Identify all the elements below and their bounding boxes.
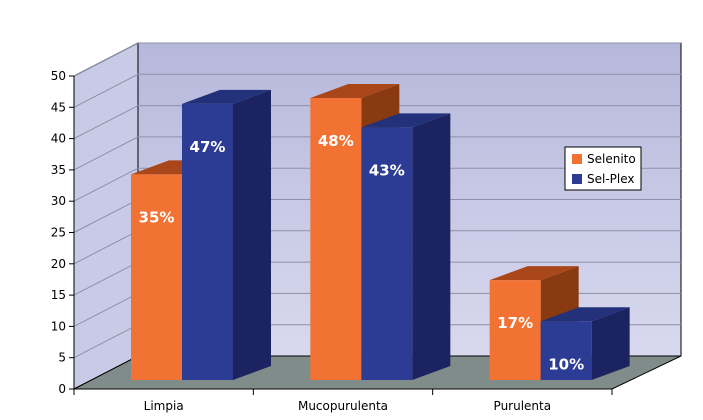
gridline: [73, 105, 681, 140]
bar-sel-plex-purulenta: [540, 307, 630, 380]
bar-side: [233, 89, 271, 380]
bar-top: [310, 84, 400, 98]
legend-label-selenito: Selenito: [587, 152, 636, 166]
legend-swatch-sel-plex: [572, 174, 582, 184]
y-tick-label: 10: [51, 319, 66, 333]
gridline: [73, 136, 681, 171]
x-category-label: Purulenta: [494, 399, 552, 413]
data-labels: 35% 47% 48% 43% 17% 10%: [139, 132, 585, 373]
y-tick-label: 5: [58, 351, 66, 365]
data-label: 10%: [548, 355, 584, 373]
y-tick-label: 45: [51, 100, 66, 114]
y-tick-label: 35: [51, 163, 66, 177]
data-label: 48%: [318, 132, 354, 150]
y-tick-label: 40: [51, 132, 66, 146]
y-tick-label: 25: [51, 226, 66, 240]
bar-front: [489, 280, 541, 380]
y-tick-label: 20: [51, 257, 66, 271]
gridline: [73, 73, 681, 108]
bar-top: [361, 113, 451, 128]
legend-swatch-selenito: [572, 154, 582, 164]
bar-top: [489, 266, 579, 281]
data-label: 35%: [139, 208, 175, 226]
y-tick-label: 30: [51, 194, 66, 208]
bar-front: [182, 103, 233, 380]
bars: [131, 84, 630, 380]
bar-front: [131, 174, 182, 380]
bar-sel-plex-mucopurulenta: [361, 113, 451, 380]
data-label: 43%: [369, 161, 405, 179]
bar-side: [412, 113, 451, 380]
legend: Selenito Sel-Plex: [564, 146, 642, 191]
y-tick-label: 15: [51, 288, 66, 302]
bar-side: [591, 307, 630, 380]
data-label: 47%: [190, 138, 226, 156]
bar-front: [361, 127, 413, 380]
x-category-label: Mucopurulenta: [298, 399, 388, 413]
bar-front: [310, 98, 362, 380]
x-category-label: Limpia: [144, 399, 184, 413]
bar-top: [540, 307, 630, 322]
bar-front: [540, 321, 592, 380]
bar-top: [182, 89, 271, 104]
bar-sel-plex-limpia: [182, 89, 271, 380]
legend-label-sel-plex: Sel-Plex: [587, 172, 635, 186]
y-tick-label: 50: [51, 69, 66, 83]
gridline: [73, 42, 681, 77]
data-label: 17%: [497, 314, 533, 332]
y-tick-label: 0: [58, 382, 66, 396]
gridline: [73, 167, 681, 202]
axes: 0 5 10 15 20 25 30 35 40 45 50 Limpia Mucopurulenta P…: [51, 69, 613, 413]
